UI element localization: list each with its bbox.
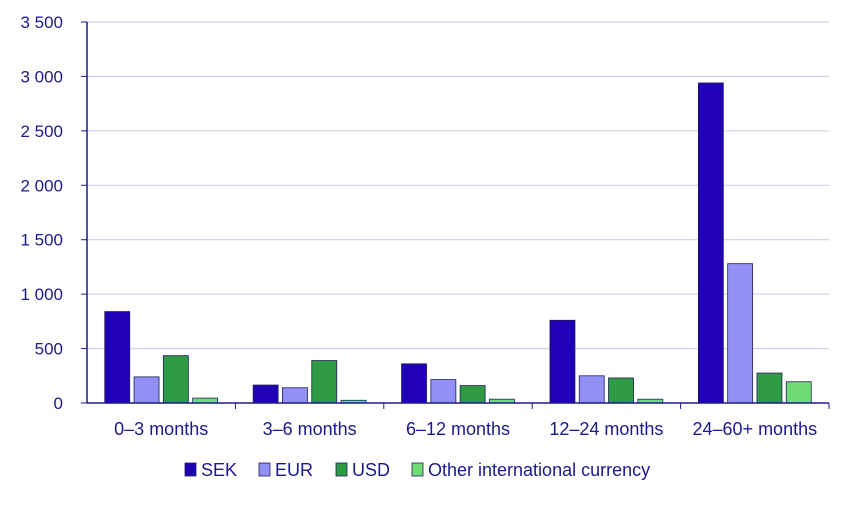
bar	[697, 82, 724, 404]
bar	[549, 319, 576, 404]
legend-label: Other international currency	[428, 460, 650, 480]
y-tick-label: 2 000	[20, 176, 63, 195]
x-tick-label: 0–3 months	[114, 419, 208, 439]
y-tick-label: 500	[35, 340, 63, 359]
y-tick-label: 3 500	[20, 13, 63, 32]
x-tick-label: 3–6 months	[263, 419, 357, 439]
bar	[578, 375, 605, 404]
legend-swatch	[258, 462, 271, 477]
bar	[311, 360, 338, 404]
bar	[133, 376, 160, 404]
legend-swatch	[184, 462, 197, 477]
y-tick-label: 1 000	[20, 285, 63, 304]
legend-label: EUR	[275, 460, 313, 480]
y-tick-label: 1 500	[20, 231, 63, 250]
legend-swatch	[411, 462, 424, 477]
bar	[785, 381, 812, 404]
legend-label: SEK	[201, 460, 237, 480]
legend-swatch	[335, 462, 348, 477]
bar	[282, 387, 308, 404]
y-tick-label: 2 500	[20, 122, 63, 141]
x-tick-label: 12–24 months	[549, 419, 663, 439]
x-tick-label: 24–60+ months	[693, 419, 818, 439]
bar	[459, 385, 486, 404]
bar	[727, 263, 754, 404]
legend-label: USD	[352, 460, 390, 480]
y-tick-label: 0	[54, 394, 63, 413]
bar	[756, 372, 783, 404]
bar	[162, 355, 189, 404]
bar	[401, 363, 427, 404]
x-tick-label: 6–12 months	[406, 419, 510, 439]
bar	[252, 384, 279, 404]
y-tick-label: 3 000	[20, 67, 63, 86]
bar	[430, 379, 457, 404]
bar	[608, 377, 634, 404]
bar	[104, 311, 131, 404]
